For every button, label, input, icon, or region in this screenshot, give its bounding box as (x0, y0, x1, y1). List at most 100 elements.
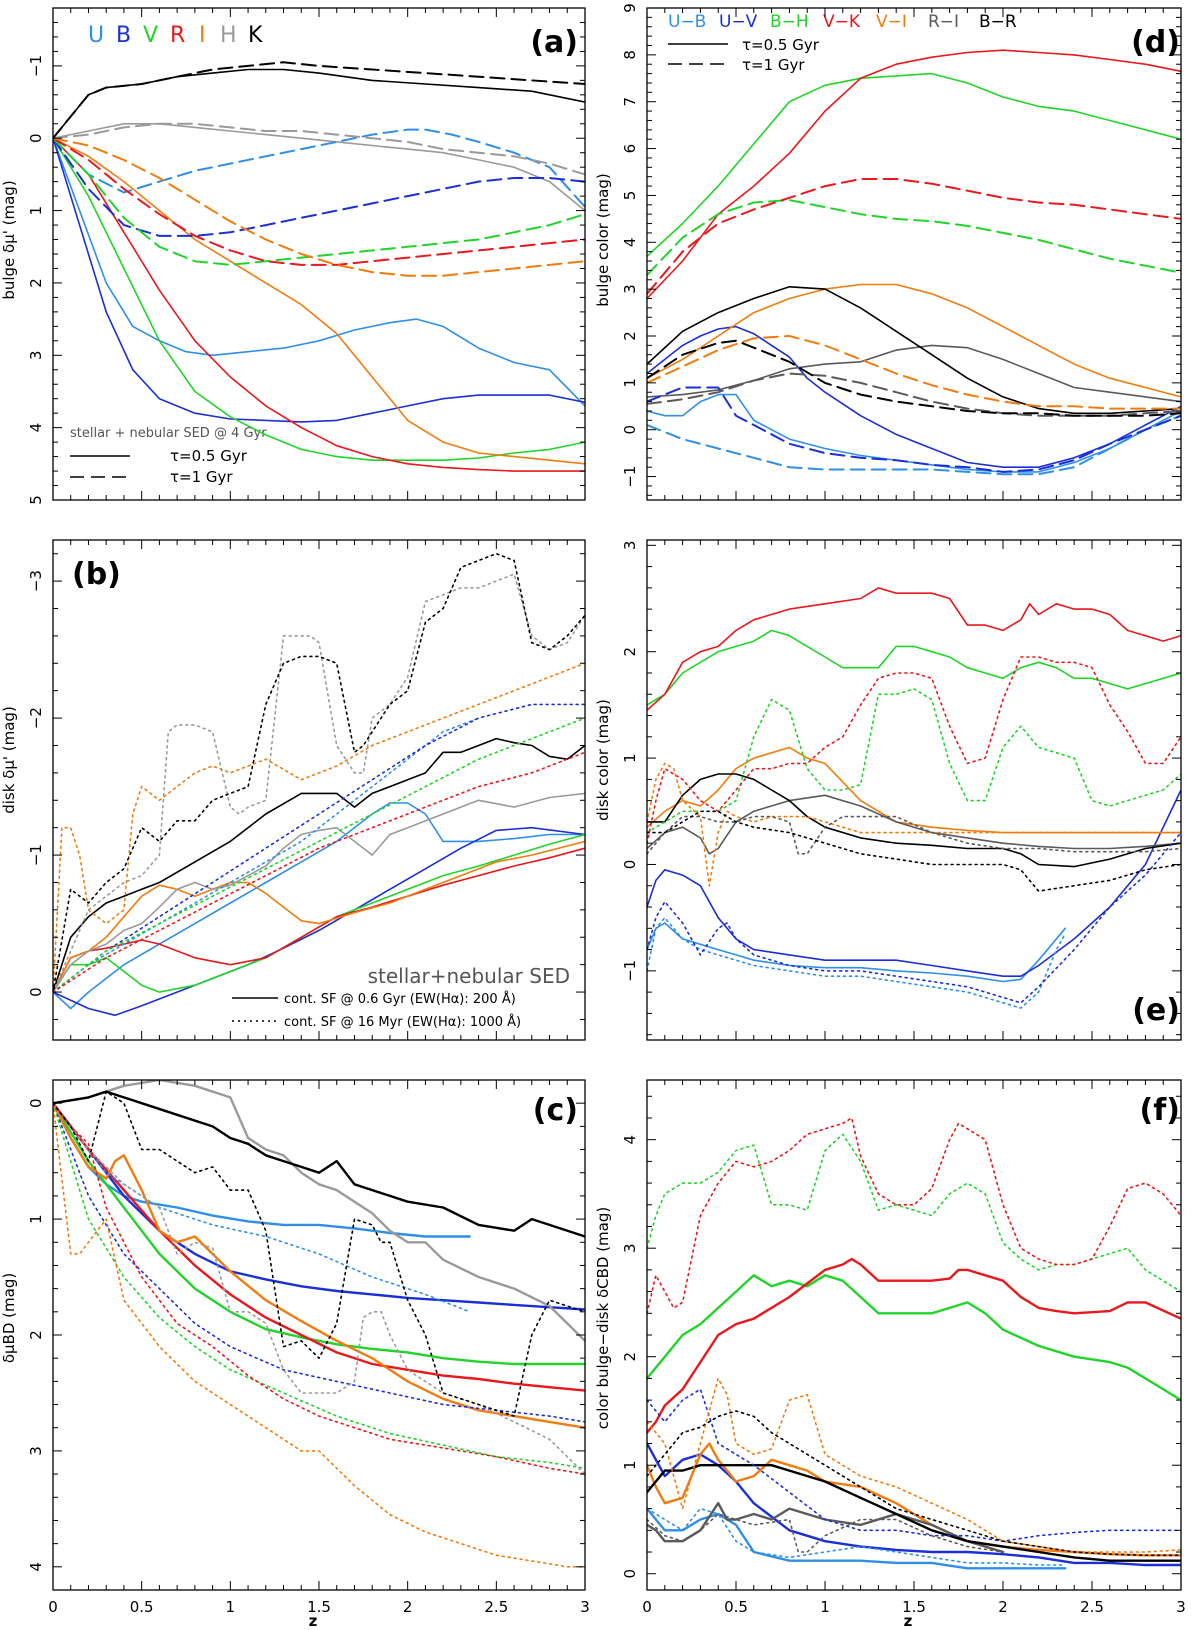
panel-d-ytick-label: 0 (621, 425, 639, 435)
panel-d-legend-solid-text: τ=0.5 Gyr (742, 36, 820, 54)
panel-c: δμBD (mag) (c) z U 0.6GyrB 0.6GyrV 0.6Gy… (0, 1079, 590, 1630)
panel-a-ytick-label: 5 (27, 495, 45, 505)
panel-d-label: (d) (1131, 25, 1180, 60)
panel-e-ytick-label: 1 (621, 753, 639, 763)
panel-f-ytick-label: 2 (621, 1352, 639, 1362)
panel-a-series-4: I τ=0.5 (53, 137, 585, 465)
panel-e-ytick-label: −1 (621, 960, 639, 982)
panel-c-ytick-label: 3 (27, 1446, 45, 1456)
panel-d-ytick-label: 4 (621, 238, 639, 248)
legend-letter-B: B (116, 23, 131, 48)
panel-c-xlabel: z (309, 1612, 318, 1630)
panel-f-ytick-label: 3 (621, 1243, 639, 1253)
panel-e-frame (646, 539, 1182, 1041)
panel-d-series-11: V−I 1 (647, 335, 1181, 410)
panel-a-series-5: H τ=0.5 (53, 123, 585, 212)
panel-d-series-10: V−K 1 (647, 178, 1181, 295)
panel-c-ylabel: δμBD (mag) (0, 1273, 18, 1363)
legend-color-UB: U−B (668, 12, 706, 32)
panel-a-series-2: V τ=0.5 (53, 137, 585, 462)
legend-letter-U: U (88, 23, 104, 48)
panel-f-ytick-label: 0 (621, 1569, 639, 1579)
panel-d-series-13: B−R 1 (647, 339, 1181, 417)
panel-c-ytick-label: 1 (27, 1214, 45, 1224)
panel-d-series-5: R−I 0.5 (647, 344, 1181, 403)
panel-f: color bulge−disk δCBD (mag) (f) z U−B 0.… (594, 1079, 1186, 1630)
panel-a: bulge δμ' (mag) (a) stellar + nebular SE… (0, 7, 586, 505)
panel-b-label: (b) (72, 557, 121, 592)
legend-letter-R: R (170, 23, 185, 48)
panel-e-ytick-label: 2 (621, 647, 639, 657)
panel-c-ytick-label: 0 (27, 1098, 45, 1108)
legend-color-VI: V−I (876, 12, 907, 32)
panel-d-ytick-label: 8 (621, 50, 639, 60)
legend-color-RI: R−I (928, 12, 959, 32)
panel-c-xtick-label: 0 (48, 1598, 58, 1616)
panel-a-series-9: V τ=1 (53, 137, 585, 266)
panel-f-xtick-label: 2 (998, 1598, 1008, 1616)
panel-a-series-13: K τ=1 (53, 61, 585, 140)
panel-a-series-7: U τ=1 (53, 128, 585, 208)
legend-letter-I: I (199, 23, 206, 48)
panel-f-xlabel: z (904, 1612, 913, 1630)
panel-b-ytick-label: −3 (27, 570, 45, 592)
panel-d-series-2: B−H 0.5 (647, 72, 1181, 258)
panel-a-ytick-label: 0 (27, 133, 45, 143)
panel-a-ytick-label: 3 (27, 351, 45, 361)
panel-d-ylabel: bulge color (mag) (594, 173, 612, 306)
panel-c-series-group: U 0.6GyrB 0.6GyrV 0.6GyrR 0.6GyrI 0.6Gyr… (53, 1080, 585, 1568)
panel-f-xtick-label: 2.5 (1080, 1598, 1104, 1616)
panel-d-ytick-label: 1 (621, 378, 639, 388)
panel-b-legend-title: stellar+nebular SED (368, 964, 570, 988)
panel-d-series-9: B−H 1 (647, 199, 1181, 277)
panel-e: disk color (mag) (e) U−B 0.6GyrU−V 0.6Gy… (594, 539, 1182, 1041)
panel-e-ytick-label: 3 (621, 541, 639, 551)
panel-b-ytick-label: −1 (27, 844, 45, 866)
panel-a-ytick-label: 1 (27, 206, 45, 216)
panel-c-xtick-label: 0.5 (130, 1598, 154, 1616)
panel-b-legend-solid-text: cont. SF @ 0.6 Gyr (EW(Hα): 200 Å) (284, 991, 516, 1007)
panel-a-series-0: U τ=0.5 (53, 137, 585, 407)
panel-a-series-10: R τ=1 (53, 137, 585, 266)
legend-letter-H: H (220, 23, 237, 48)
panel-f-xtick-label: 0 (642, 1598, 652, 1616)
panel-a-ytick-label: −1 (27, 55, 45, 77)
panel-f-ytick-label: 1 (621, 1460, 639, 1470)
panel-c-xtick-label: 1 (226, 1598, 236, 1616)
panel-a-series-6: K τ=0.5 (53, 68, 585, 139)
panel-d-legend-dashed-text: τ=1 Gyr (742, 56, 805, 74)
legend-color-VK: V−K (823, 12, 861, 32)
panel-a-series-3: R τ=0.5 (53, 137, 585, 472)
panel-c-frame (52, 1079, 586, 1591)
